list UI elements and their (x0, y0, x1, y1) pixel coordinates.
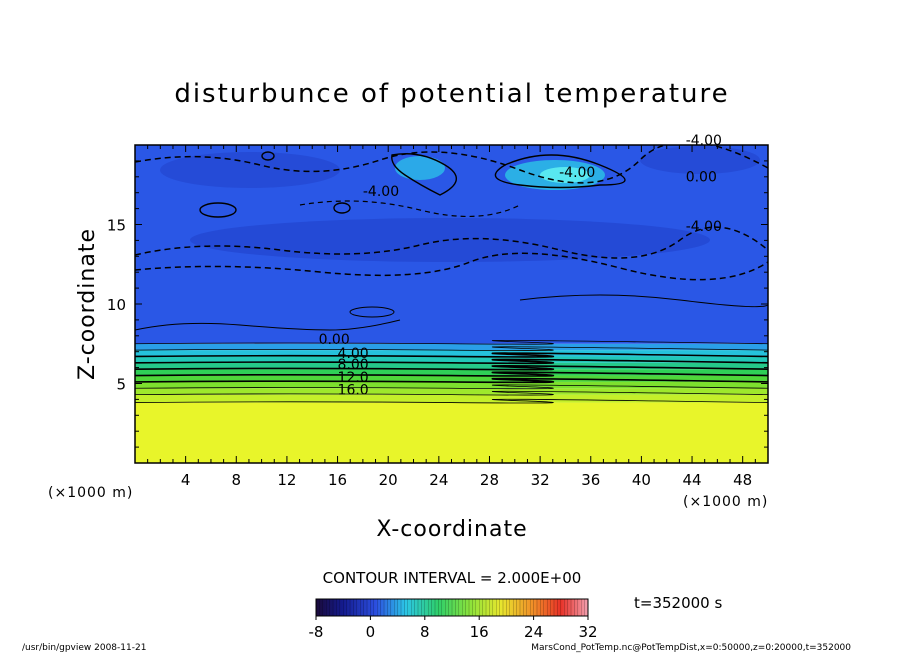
contour-line (494, 154, 626, 189)
cold-anomaly-upper-right (640, 146, 760, 174)
y-tick-label: 15 (107, 217, 126, 235)
x-tick-label: 12 (277, 471, 296, 489)
footer-left: /usr/bin/gpview 2008-11-21 (22, 643, 146, 653)
color-band (135, 356, 768, 363)
x-tick-label: 32 (531, 471, 550, 489)
x-axis: 4 8 12 16 20 24 28 32 36 40 44 48 (147, 145, 756, 489)
x-tick-label: 36 (581, 471, 600, 489)
x-unit-right: (×1000 m) (683, 494, 768, 510)
color-band (135, 369, 768, 376)
contour-line (135, 365, 768, 371)
contour-lines (135, 145, 768, 331)
colorbar-stripes (319, 599, 585, 616)
contour-label: -4.00 (686, 219, 722, 235)
disturbance-features (160, 146, 760, 262)
contour-line (135, 358, 768, 365)
contour-line (199, 202, 237, 218)
contour-label: 0.00 (319, 332, 350, 348)
color-bands (135, 145, 768, 463)
color-band (135, 402, 768, 463)
color-band (135, 343, 768, 351)
contour-interval: CONTOUR INTERVAL = 2.000E+00 (323, 569, 582, 587)
color-band (135, 381, 768, 389)
contour-line (519, 294, 768, 308)
contour-line (135, 339, 768, 345)
x-tick-label: 28 (480, 471, 499, 489)
plot-area (135, 145, 768, 463)
contour-label: 16.0 (338, 383, 369, 399)
contour-label: 8.00 (338, 357, 369, 373)
color-band (135, 375, 768, 382)
x-tick-label: 24 (429, 471, 448, 489)
colorbar-tick-label: 32 (578, 623, 597, 641)
contour-line (135, 371, 768, 377)
x-tick-label: 48 (733, 471, 752, 489)
x-tick-label: 4 (181, 471, 191, 489)
time-label: t=352000 s (634, 594, 722, 612)
x-tick-label: 40 (632, 471, 651, 489)
y-axis: 5 10 15 (107, 160, 768, 448)
contour-label: -4.00 (559, 165, 595, 181)
contour-line (391, 153, 457, 196)
x-tick-label: 8 (232, 471, 242, 489)
colorbar-tick-label: 16 (470, 623, 489, 641)
color-band (135, 388, 768, 395)
x-tick-label: 16 (328, 471, 347, 489)
y-tick-label: 5 (116, 376, 126, 394)
contour-line (261, 151, 275, 161)
y-axis-label: Z-coordinate (75, 228, 100, 380)
cold-anomaly-band (190, 218, 710, 262)
color-band (135, 394, 768, 403)
x-tick-label: 44 (682, 471, 701, 489)
contour-label: -4.00 (686, 133, 722, 149)
colorbar: -8 0 8 16 24 32 (309, 598, 598, 641)
contour-label: 4.00 (338, 346, 369, 362)
contour-line (135, 352, 768, 358)
contour-label: 0.00 (686, 170, 717, 186)
contour-line (135, 226, 768, 259)
contour-line (135, 319, 401, 331)
contour-line (299, 200, 521, 218)
contour-label: 12.0 (338, 370, 369, 386)
contour-line (135, 398, 768, 404)
contour-line (135, 390, 768, 396)
contour-line (135, 377, 768, 384)
x-axis-label: X-coordinate (376, 517, 527, 542)
colorbar-tick-label: 8 (420, 623, 430, 641)
contour-line (135, 145, 768, 184)
cold-anomaly-upper (160, 152, 340, 188)
contour-line (135, 384, 768, 390)
contour-label: -4.00 (363, 184, 399, 200)
colorbar-ticks: -8 0 8 16 24 32 (309, 616, 598, 641)
x-unit-left: (×1000 m) (48, 485, 133, 501)
color-band (135, 350, 768, 357)
contour-line (135, 252, 768, 281)
colorbar-tick-label: -8 (309, 623, 324, 641)
y-tick-label: 10 (107, 296, 126, 314)
contour-line (135, 346, 768, 351)
chart-title: disturbunce of potential temperature (174, 79, 729, 109)
x-tick-label: 20 (379, 471, 398, 489)
color-band (135, 362, 768, 370)
colorbar-tick-label: 24 (524, 623, 543, 641)
warm-anomaly-top-left (395, 156, 445, 180)
footer-right: MarsCond_PotTemp.nc@PotTempDist,x=0:5000… (531, 643, 851, 653)
contour-line (333, 202, 351, 214)
horizontal-contour-lines (135, 339, 768, 404)
colorbar-tick-label: 0 (366, 623, 376, 641)
contour-line (349, 306, 395, 318)
